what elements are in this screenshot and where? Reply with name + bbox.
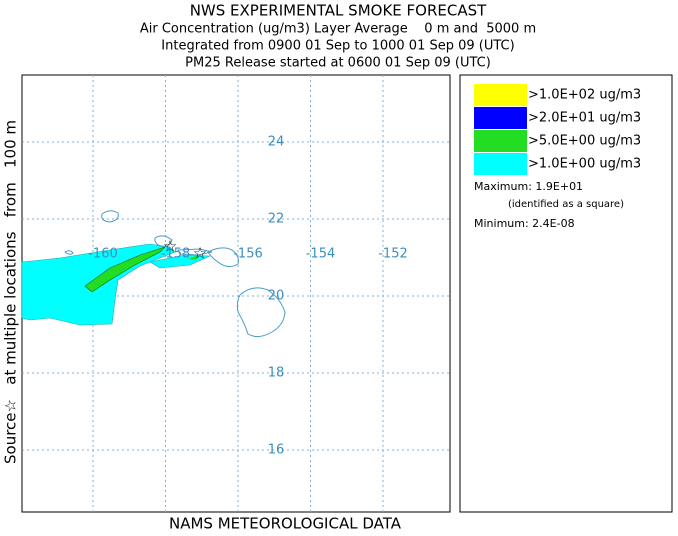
legend-label: >1.0E+02 ug/m3	[528, 88, 641, 103]
legend-entries: >1.0E+02 ug/m3 >2.0E+01 ug/m3 >5.0E+00 ug/…	[474, 84, 641, 175]
legend-label: >2.0E+01 ug/m3	[528, 111, 641, 126]
coastlines	[64, 210, 286, 338]
latitude-label: 16	[268, 443, 285, 458]
subtitle: PM25 Release started at 0600 01 Sep 09 (…	[185, 56, 491, 71]
source-markers: ☆ ☆	[163, 237, 207, 263]
minimum: Minimum: 2.4E-08	[474, 217, 575, 230]
subtitle: Air Concentration (ug/m3) Layer Average …	[140, 22, 536, 37]
maximum-note: (identified as a square)	[508, 199, 624, 210]
legend-swatch	[474, 153, 527, 175]
latitude-label: 18	[268, 366, 285, 381]
footer: NAMS METEOROLOGICAL DATA	[169, 515, 402, 533]
latitude-label: 20	[268, 289, 285, 304]
maximum: Maximum: 1.9E+01	[474, 180, 583, 193]
legend-label: >5.0E+00 ug/m3	[528, 134, 641, 149]
map: ☆ ☆ -160 -158 -156 -154 -152 24 22 20 18 16	[21, 74, 451, 513]
longitude-label: -152	[378, 247, 408, 262]
side-label: Source☆ at multiple locations from 100 m	[2, 120, 20, 464]
longitude-label: -156	[233, 247, 263, 262]
title: NWS EXPERIMENTAL SMOKE FORECAST	[190, 2, 487, 20]
source-marker: ☆	[163, 237, 177, 256]
legend-swatch	[474, 130, 527, 152]
plume-mid	[84, 246, 166, 293]
latitude-label: 24	[268, 135, 285, 150]
legend: >1.0E+02 ug/m3 >2.0E+01 ug/m3 >5.0E+00 ug/…	[459, 74, 673, 513]
longitude-label: -158	[161, 247, 191, 262]
legend-label: >1.0E+00 ug/m3	[528, 157, 641, 172]
subtitle: Integrated from 0900 01 Sep to 1000 01 S…	[161, 39, 514, 54]
legend-swatch	[474, 84, 527, 106]
latitude-label: 22	[268, 212, 285, 227]
longitude-label: -160	[88, 247, 118, 262]
source-marker: ☆	[193, 244, 207, 263]
longitude-label: -154	[306, 247, 336, 262]
plume-mid	[188, 255, 198, 260]
legend-swatch	[474, 107, 527, 129]
